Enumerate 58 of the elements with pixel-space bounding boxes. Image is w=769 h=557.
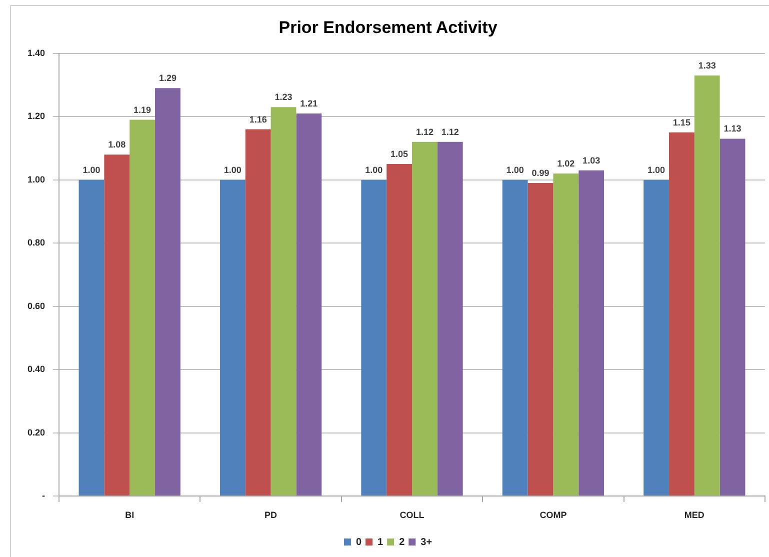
bar bbox=[437, 142, 463, 496]
x-tick-label: BI bbox=[125, 510, 134, 520]
data-label: 1.08 bbox=[108, 140, 126, 150]
bar bbox=[644, 180, 669, 496]
data-label: 1.03 bbox=[582, 155, 600, 166]
data-label: 1.33 bbox=[698, 60, 716, 71]
data-label: 1.23 bbox=[274, 92, 292, 102]
bar bbox=[720, 138, 746, 496]
bar bbox=[130, 120, 156, 496]
x-tick-label: COMP bbox=[540, 510, 567, 520]
data-label: 1.15 bbox=[672, 117, 690, 128]
y-tick-label: 1.40 bbox=[27, 48, 45, 58]
data-label: 1.00 bbox=[506, 164, 524, 175]
data-label: 0.99 bbox=[532, 168, 550, 178]
data-label: 1.12 bbox=[416, 126, 434, 137]
data-label: 1.00 bbox=[82, 164, 100, 175]
data-label: 1.00 bbox=[365, 164, 383, 175]
data-label: 1.05 bbox=[390, 149, 408, 160]
y-tick-label: 0.60 bbox=[27, 300, 45, 311]
x-tick-label: COLL bbox=[400, 510, 425, 520]
bar bbox=[553, 174, 579, 496]
data-label: 1.29 bbox=[158, 73, 176, 84]
legend-label: 3+ bbox=[420, 536, 432, 548]
bar bbox=[155, 88, 180, 496]
data-label: 1.16 bbox=[249, 114, 267, 124]
x-tick-label: PD bbox=[264, 510, 278, 520]
bar bbox=[694, 76, 720, 496]
bar bbox=[220, 180, 246, 496]
bar bbox=[245, 129, 271, 496]
chart-title: Prior Endorsement Activity bbox=[278, 18, 498, 37]
y-tick-label: 1.00 bbox=[27, 174, 45, 184]
bar bbox=[578, 170, 604, 496]
legend-label: 1 bbox=[378, 536, 384, 548]
bar bbox=[361, 180, 387, 496]
legend-label: 0 bbox=[356, 536, 362, 548]
y-tick-label: 0.40 bbox=[27, 364, 45, 374]
y-tick-label: 1.20 bbox=[27, 111, 45, 122]
data-label: 1.02 bbox=[557, 158, 575, 169]
data-label: 1.12 bbox=[441, 126, 459, 137]
legend-label: 2 bbox=[399, 536, 406, 548]
y-tick-label: - bbox=[42, 490, 45, 500]
bar bbox=[78, 180, 104, 496]
bar bbox=[270, 107, 296, 496]
bar bbox=[104, 154, 130, 496]
bar bbox=[528, 183, 554, 496]
bar bbox=[412, 142, 438, 496]
data-label: 1.21 bbox=[300, 98, 318, 108]
data-label: 1.19 bbox=[134, 104, 152, 115]
data-label: 1.00 bbox=[224, 164, 242, 175]
bar bbox=[386, 164, 412, 496]
bar bbox=[296, 113, 322, 496]
y-tick-label: 0.80 bbox=[27, 238, 45, 248]
x-tick-label: MED bbox=[684, 510, 705, 520]
bar bbox=[668, 132, 694, 496]
data-label: 1.13 bbox=[724, 124, 742, 134]
y-tick-label: 0.20 bbox=[27, 427, 45, 438]
bar bbox=[502, 180, 528, 496]
data-label: 1.00 bbox=[648, 164, 666, 175]
